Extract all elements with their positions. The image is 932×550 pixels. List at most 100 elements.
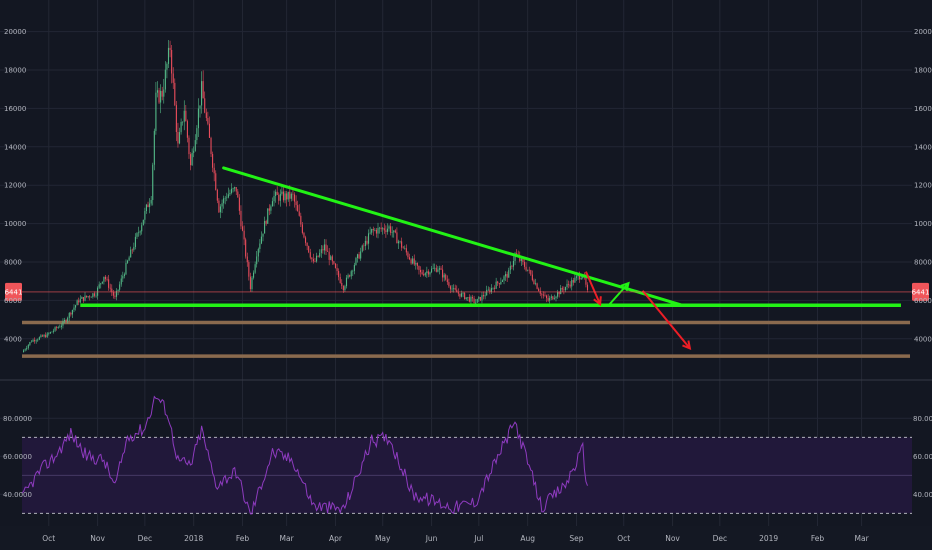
candle-body xyxy=(531,274,533,281)
candle-body xyxy=(189,154,192,166)
price-axis-label-right: 10000 xyxy=(914,220,932,228)
candle-body xyxy=(423,274,425,276)
candle-body xyxy=(448,282,450,287)
candle-body xyxy=(89,296,91,298)
candle-body xyxy=(408,257,411,260)
candle-body xyxy=(191,152,193,166)
candle-body xyxy=(175,105,177,133)
candle-body xyxy=(65,319,67,322)
candle-body xyxy=(224,197,226,199)
candle-body xyxy=(59,326,61,328)
candle-body xyxy=(374,229,376,231)
candle-body xyxy=(172,73,174,83)
candle-body xyxy=(29,342,31,345)
candle-body xyxy=(114,295,116,297)
candle-body xyxy=(126,260,129,263)
candle-body xyxy=(260,236,262,244)
candle-body xyxy=(215,173,217,190)
forecast-arrow-head xyxy=(593,296,602,307)
candle-body xyxy=(279,193,281,201)
time-axis-label: Apr xyxy=(329,534,343,543)
candle-body xyxy=(130,249,132,258)
candle-body xyxy=(523,261,526,267)
candle-body xyxy=(547,298,549,301)
candle-body xyxy=(470,297,472,302)
price-axis-label-right: 12000 xyxy=(914,182,932,190)
candle-body xyxy=(391,232,393,233)
candle-body xyxy=(314,261,316,262)
candle-body xyxy=(125,262,127,275)
candle-body xyxy=(204,98,206,113)
candle-body xyxy=(297,205,299,212)
candle-body xyxy=(120,278,122,285)
candle-body xyxy=(112,292,114,296)
candle-body xyxy=(287,191,289,200)
candle-body xyxy=(366,240,368,244)
candle-body xyxy=(27,344,29,348)
candle-body xyxy=(577,275,579,277)
candle-body xyxy=(561,287,563,290)
price-axis-label-left: 8000 xyxy=(4,259,22,267)
candle-body xyxy=(385,230,387,232)
candle-body xyxy=(349,275,351,277)
candle-body xyxy=(462,292,464,294)
candle-body xyxy=(142,219,144,226)
candle-body xyxy=(149,203,151,208)
candle-body xyxy=(427,271,429,275)
candle-body xyxy=(267,208,269,224)
candle-body xyxy=(87,296,89,297)
price-axis-labels: 20000 20000 18000 18000 16000 16000 14000 14000… xyxy=(4,28,932,343)
candle-body xyxy=(514,253,516,261)
candle-body xyxy=(133,247,135,250)
candle-body xyxy=(331,256,333,262)
candle-body xyxy=(481,295,483,301)
candle-body xyxy=(350,271,352,277)
candle-body xyxy=(216,189,218,201)
candle-body xyxy=(183,110,185,122)
price-axis-label-left: 4000 xyxy=(4,335,22,343)
candle-body xyxy=(372,228,374,231)
candle-body xyxy=(445,274,447,280)
time-axis-label: Feb xyxy=(236,534,250,543)
candle-body xyxy=(413,258,415,265)
candle-body xyxy=(156,90,159,93)
candle-body xyxy=(558,292,560,295)
candle-body xyxy=(555,296,557,299)
forecast-arrow-shaft xyxy=(608,282,630,305)
candle-body xyxy=(534,283,537,285)
candle-body xyxy=(334,263,337,268)
candle-body xyxy=(56,327,58,329)
candle-body xyxy=(35,340,37,342)
candle-body xyxy=(509,266,511,271)
candle-body xyxy=(317,255,319,257)
candle-body xyxy=(43,335,45,337)
candle-body xyxy=(453,288,455,289)
price-axis-label-right: 18000 xyxy=(914,67,932,75)
candle-body xyxy=(418,265,420,270)
candle-body xyxy=(122,276,124,279)
candle-body xyxy=(424,273,426,276)
time-axis-background xyxy=(0,526,932,550)
candle-body xyxy=(186,121,188,138)
candle-body xyxy=(235,187,237,192)
candle-body xyxy=(308,246,310,253)
candle-body xyxy=(539,291,541,294)
candle-body xyxy=(416,262,418,266)
candle-body xyxy=(482,295,485,297)
candle-body xyxy=(138,232,140,234)
candle-body xyxy=(333,261,335,264)
candle-body xyxy=(344,286,346,291)
candle-body xyxy=(454,288,456,290)
candle-body xyxy=(259,243,261,249)
candle-body xyxy=(41,335,44,337)
candle-body xyxy=(290,193,292,199)
candle-body xyxy=(26,347,28,350)
candle-body xyxy=(399,241,401,242)
candle-body xyxy=(434,267,436,269)
candle-body xyxy=(298,211,300,216)
candle-body xyxy=(443,274,445,278)
candle-body xyxy=(380,227,382,230)
candle-body xyxy=(431,268,433,273)
candle-body xyxy=(341,282,343,287)
time-axis-label: Mar xyxy=(855,534,870,543)
